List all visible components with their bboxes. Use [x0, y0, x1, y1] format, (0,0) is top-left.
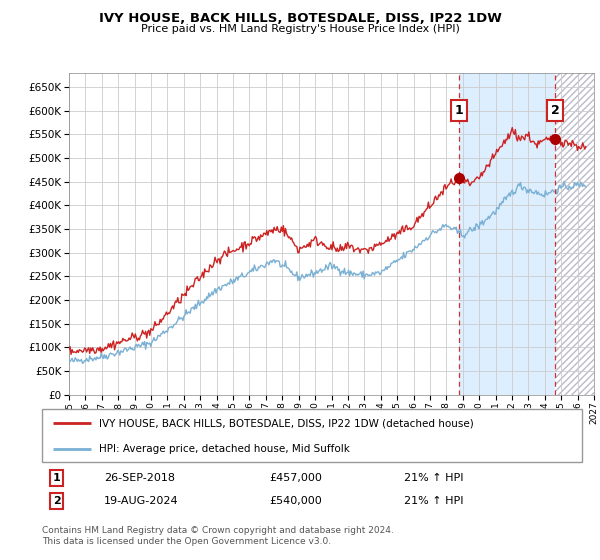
- Text: £457,000: £457,000: [269, 473, 322, 483]
- FancyBboxPatch shape: [42, 409, 582, 462]
- Text: Price paid vs. HM Land Registry's House Price Index (HPI): Price paid vs. HM Land Registry's House …: [140, 24, 460, 34]
- Text: IVY HOUSE, BACK HILLS, BOTESDALE, DISS, IP22 1DW: IVY HOUSE, BACK HILLS, BOTESDALE, DISS, …: [98, 12, 502, 25]
- Text: 1: 1: [454, 104, 463, 117]
- Text: 1: 1: [53, 473, 61, 483]
- Text: £540,000: £540,000: [269, 496, 322, 506]
- Text: 26-SEP-2018: 26-SEP-2018: [104, 473, 175, 483]
- Bar: [458, 73, 555, 395]
- Text: 2: 2: [551, 104, 559, 117]
- Text: HPI: Average price, detached house, Mid Suffolk: HPI: Average price, detached house, Mid …: [98, 444, 350, 454]
- Text: 21% ↑ HPI: 21% ↑ HPI: [404, 496, 463, 506]
- Text: Contains HM Land Registry data © Crown copyright and database right 2024.
This d: Contains HM Land Registry data © Crown c…: [42, 526, 394, 546]
- Text: IVY HOUSE, BACK HILLS, BOTESDALE, DISS, IP22 1DW (detached house): IVY HOUSE, BACK HILLS, BOTESDALE, DISS, …: [98, 418, 473, 428]
- Text: 21% ↑ HPI: 21% ↑ HPI: [404, 473, 463, 483]
- Text: 19-AUG-2024: 19-AUG-2024: [104, 496, 179, 506]
- Text: 2: 2: [53, 496, 61, 506]
- Bar: [555, 73, 594, 395]
